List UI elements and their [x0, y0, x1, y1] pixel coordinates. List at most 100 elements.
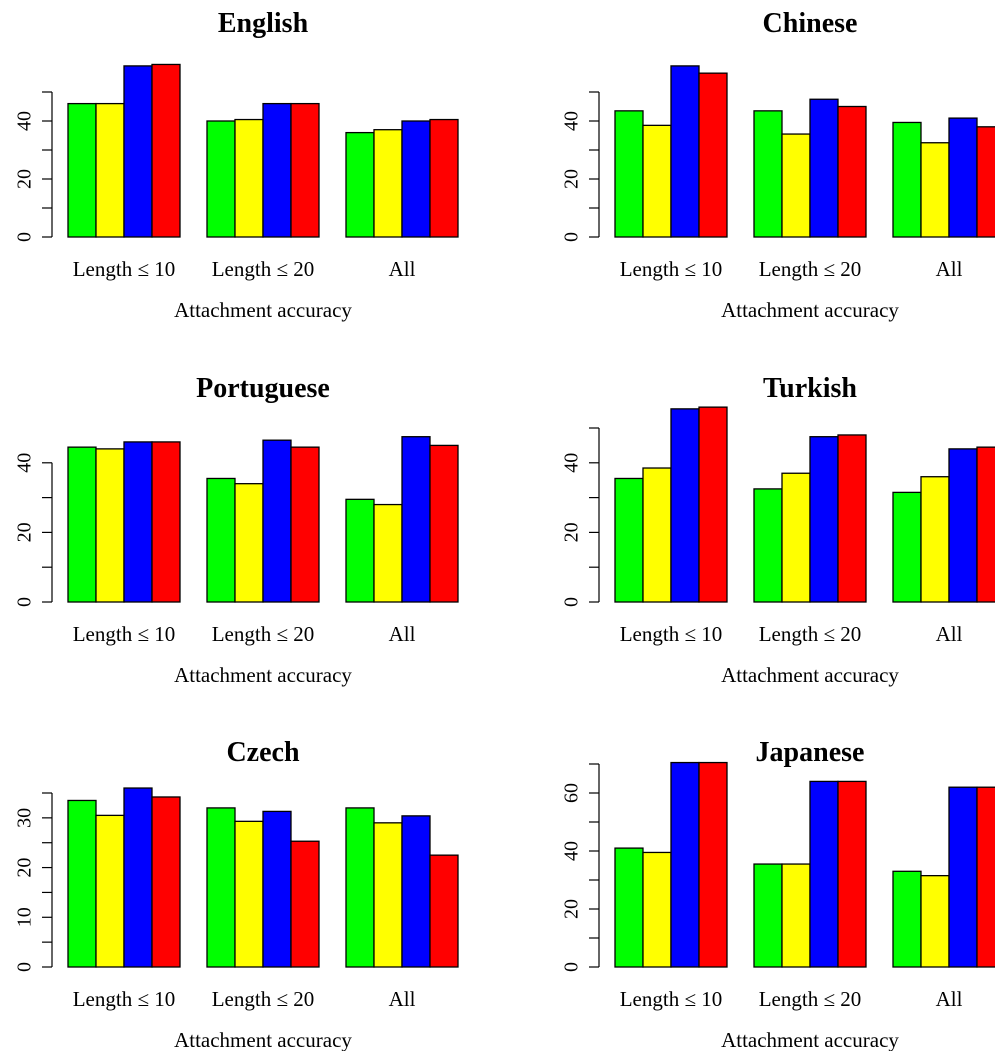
bar: [290, 446, 320, 603]
bar: [642, 467, 672, 603]
bar: [206, 120, 236, 238]
bar: [234, 118, 264, 238]
panel-3: Turkish 0 20 40 Length ≤ 10 Length ≤ 20 All Att…: [561, 373, 995, 687]
category-label: Length ≤ 10: [73, 257, 176, 281]
category-label: All: [936, 622, 963, 646]
y-tick-label: 0: [14, 232, 36, 242]
category-label: Length ≤ 10: [73, 987, 176, 1011]
category-label: Length ≤ 20: [759, 987, 862, 1011]
category-label: Length ≤ 20: [759, 622, 862, 646]
bar: [614, 477, 644, 603]
bar: [95, 448, 125, 603]
bar: [123, 787, 153, 968]
bar: [892, 870, 922, 968]
bar: [670, 65, 700, 238]
bar: [614, 110, 644, 238]
y-tick-label: 20: [561, 522, 583, 542]
x-axis-label: Attachment accuracy: [174, 298, 352, 322]
category-label: Length ≤ 20: [212, 257, 315, 281]
bar: [948, 117, 978, 238]
bar: [753, 863, 783, 968]
category-label: All: [389, 257, 416, 281]
bar: [781, 472, 811, 603]
category-label: Length ≤ 10: [620, 987, 723, 1011]
x-axis-label: Attachment accuracy: [721, 298, 899, 322]
bar: [670, 408, 700, 603]
bar: [373, 129, 403, 238]
bar: [920, 875, 950, 968]
x-axis-label: Attachment accuracy: [721, 1028, 899, 1051]
bar: [892, 121, 922, 238]
x-axis-label: Attachment accuracy: [174, 663, 352, 687]
y-tick-label: 0: [561, 597, 583, 607]
category-label: All: [936, 987, 963, 1011]
panel-1: Chinese 0 20 40 Length ≤ 10 Length ≤ 20 All Att…: [561, 8, 995, 322]
y-tick-label: 30: [14, 808, 36, 828]
bar: [290, 102, 320, 238]
bar: [809, 436, 839, 603]
category-label: All: [936, 257, 963, 281]
panel-title: English: [218, 8, 309, 39]
y-tick-label: 40: [14, 111, 36, 131]
y-tick-label: 10: [14, 907, 36, 927]
bar: [429, 854, 459, 968]
bar: [837, 105, 867, 238]
bar: [401, 120, 431, 238]
bar: [345, 131, 375, 238]
y-tick-label: 0: [14, 962, 36, 972]
bar: [429, 118, 459, 238]
category-label: All: [389, 987, 416, 1011]
y-tick-label: 0: [561, 962, 583, 972]
y-tick-label: 40: [14, 453, 36, 473]
category-label: Length ≤ 20: [212, 622, 315, 646]
bar: [976, 786, 995, 968]
y-tick-label: 40: [561, 453, 583, 473]
x-axis-label: Attachment accuracy: [174, 1028, 352, 1051]
bar: [753, 488, 783, 603]
bar: [698, 406, 728, 603]
category-label: Length ≤ 10: [620, 622, 723, 646]
panel-title: Czech: [226, 737, 300, 768]
bar: [401, 436, 431, 603]
bar: [206, 477, 236, 603]
category-label: Length ≤ 20: [212, 987, 315, 1011]
category-label: Length ≤ 10: [73, 622, 176, 646]
bar: [642, 851, 672, 968]
panel-title: Turkish: [763, 373, 857, 404]
bar: [95, 102, 125, 238]
bar: [345, 498, 375, 603]
bar: [809, 780, 839, 968]
bar: [781, 133, 811, 238]
y-tick-label: 0: [14, 597, 36, 607]
bar: [67, 102, 97, 238]
bar: [429, 444, 459, 603]
bar: [948, 448, 978, 603]
bar: [123, 65, 153, 238]
bar: [670, 761, 700, 968]
bar: [151, 63, 181, 238]
panel-4: Czech 0 10 20 30 Length ≤ 10 Length ≤ 20 All Att…: [14, 737, 459, 1051]
bar: [837, 434, 867, 603]
category-label: Length ≤ 10: [620, 257, 723, 281]
y-tick-label: 20: [14, 169, 36, 189]
bar: [234, 820, 264, 968]
bar: [892, 491, 922, 603]
bar: [642, 124, 672, 238]
bar: [123, 441, 153, 603]
bar: [920, 142, 950, 238]
bar: [373, 503, 403, 603]
bar: [262, 810, 292, 968]
bar: [151, 796, 181, 968]
y-tick-label: 40: [561, 111, 583, 131]
bar: [262, 439, 292, 603]
bar: [234, 483, 264, 603]
y-tick-label: 40: [561, 841, 583, 861]
bar: [206, 807, 236, 968]
bar: [976, 126, 995, 238]
bar: [753, 110, 783, 238]
bar: [262, 102, 292, 238]
bar: [698, 72, 728, 238]
bar: [781, 863, 811, 968]
bar: [837, 780, 867, 968]
